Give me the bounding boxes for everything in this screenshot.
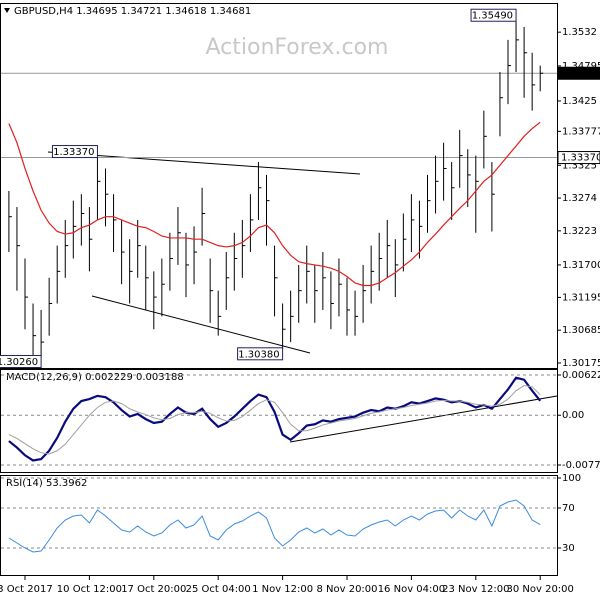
annotation-box bbox=[51, 145, 98, 159]
x-tick-label: 16 Nov 04:00 bbox=[378, 584, 445, 595]
y-tick-label: 0.00 bbox=[562, 410, 584, 421]
y-tick-label: 1.3425 bbox=[562, 96, 597, 107]
y-tick-label: 1.3325 bbox=[562, 160, 597, 171]
y-tick-label: 0.006229 bbox=[562, 370, 600, 381]
price-label: 1.33370 bbox=[561, 153, 600, 164]
y-tick-label: 1.30175 bbox=[562, 358, 600, 369]
y-tick-label: 1.30685 bbox=[562, 325, 600, 336]
x-tick-label: 3 Oct 2017 bbox=[0, 584, 53, 595]
y-tick-label: -0.007706 bbox=[562, 460, 600, 471]
price-label-box bbox=[557, 66, 600, 80]
price-panel bbox=[0, 3, 558, 369]
series-line bbox=[8, 499, 541, 553]
annotation-box bbox=[470, 8, 517, 22]
trendline bbox=[91, 295, 311, 354]
annotation-label: 1.30260 bbox=[0, 357, 38, 368]
price-label: 1.34681 bbox=[561, 68, 600, 79]
annotation-label: 1.30380 bbox=[238, 349, 279, 360]
trendline bbox=[289, 395, 558, 443]
y-tick-label: 70 bbox=[562, 503, 575, 514]
series-line bbox=[8, 384, 541, 455]
macd-panel bbox=[0, 369, 558, 473]
y-tick-label: 100 bbox=[562, 473, 581, 484]
x-tick-label: 17 Oct 20:00 bbox=[121, 584, 186, 595]
annotation-box bbox=[0, 355, 42, 369]
series-line bbox=[8, 376, 542, 462]
x-tick-label: 30 Nov 20:00 bbox=[506, 584, 573, 595]
y-tick-label: 1.33777 bbox=[562, 126, 600, 137]
x-tick-label: 23 Nov 12:00 bbox=[442, 584, 509, 595]
y-tick-label: 1.3274 bbox=[562, 193, 597, 204]
watermark: ActionForex.com bbox=[206, 35, 389, 60]
moving-average bbox=[8, 121, 541, 287]
panel-icon bbox=[4, 8, 10, 13]
x-tick-label: 10 Oct 12:00 bbox=[57, 584, 122, 595]
rsi-panel bbox=[0, 475, 558, 576]
annotation-box bbox=[237, 347, 284, 361]
y-tick-label: 30 bbox=[562, 543, 575, 554]
x-tick-label: 25 Oct 04:00 bbox=[186, 584, 251, 595]
price-label-box bbox=[557, 151, 600, 165]
y-tick-label: 1.31195 bbox=[562, 292, 600, 303]
y-tick-label: 1.3223 bbox=[562, 226, 597, 237]
rsi-title: RSI(14) 53.3962 bbox=[6, 478, 87, 489]
x-tick-label: 8 Nov 20:00 bbox=[316, 584, 377, 595]
macd-title: MACD(12,26,9) 0.002229 0.003188 bbox=[6, 372, 184, 383]
y-tick-label: 1.3532 bbox=[562, 27, 597, 38]
y-tick-label: 1.34795 bbox=[562, 61, 600, 72]
x-tick-label: 1 Nov 12:00 bbox=[252, 584, 313, 595]
annotation-label: 1.33370 bbox=[53, 147, 94, 158]
trendline bbox=[47, 151, 361, 175]
y-tick-label: 1.31700 bbox=[562, 260, 600, 271]
chart-title: GBPUSD,H4 1.34695 1.34721 1.34618 1.3468… bbox=[14, 6, 251, 17]
annotation-label: 1.35490 bbox=[472, 11, 513, 22]
